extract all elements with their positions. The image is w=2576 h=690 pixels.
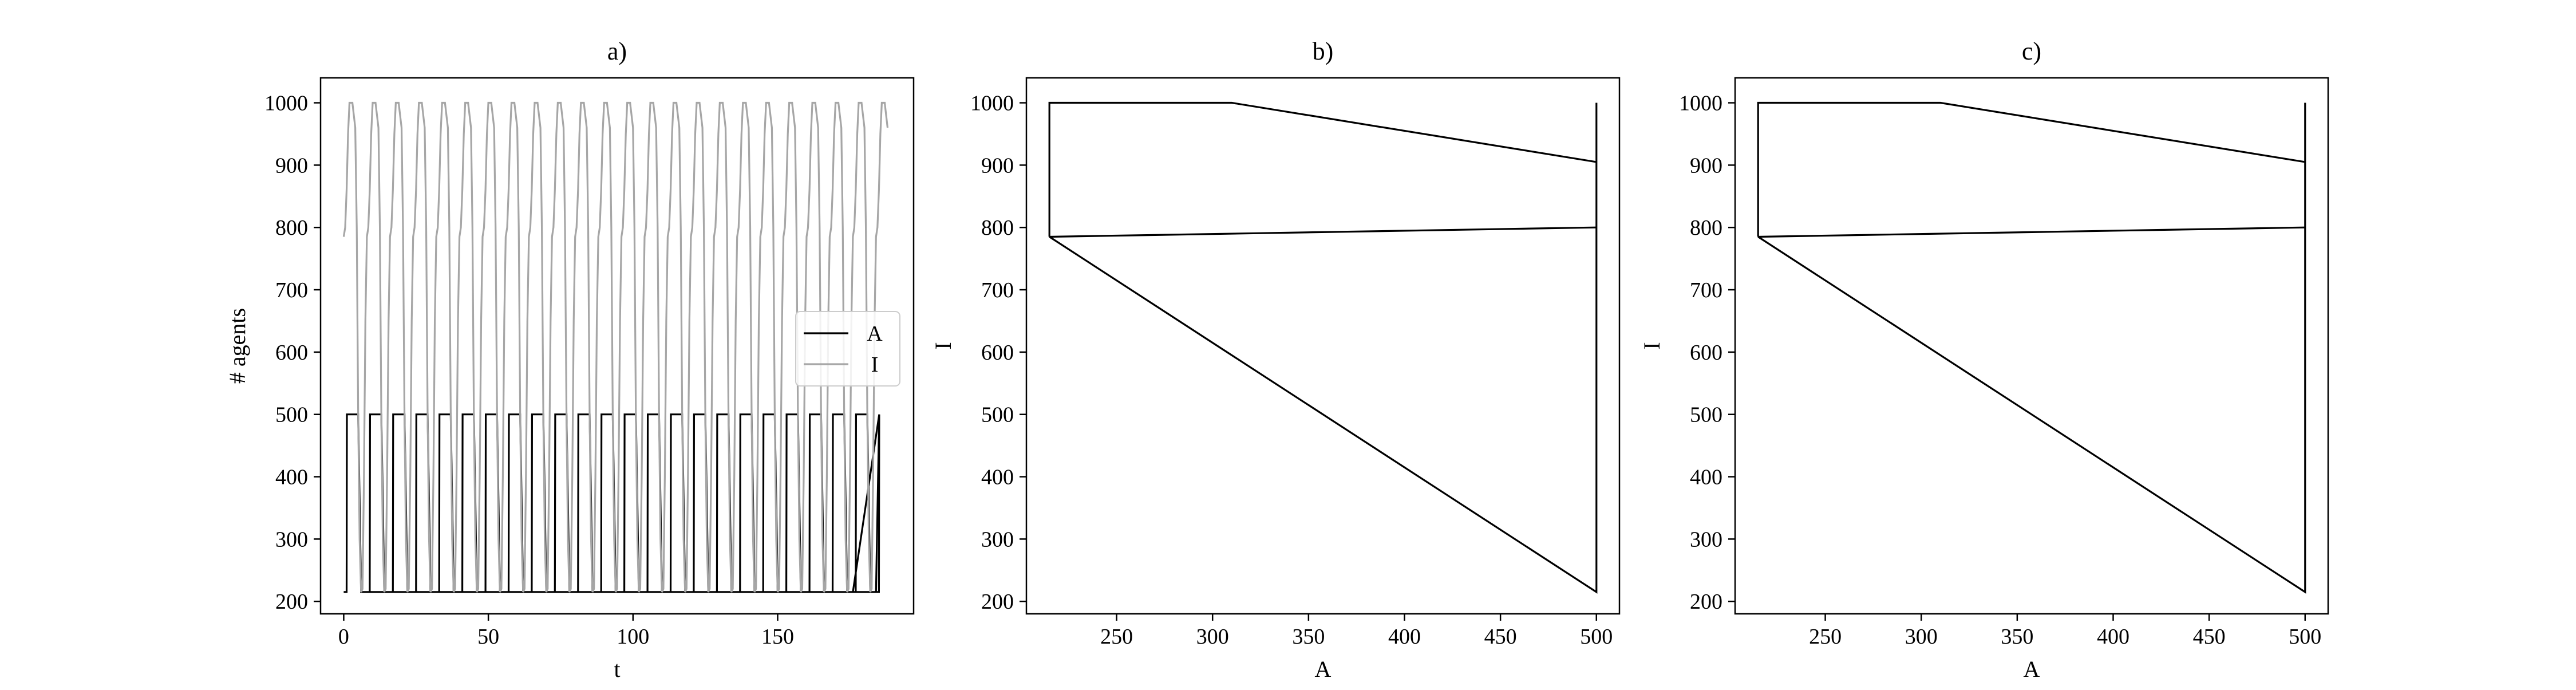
series-line-trajectory-0 [1757, 101, 2306, 594]
y-tick-label: 400 [1690, 466, 1722, 490]
y-axis-label: # agents [224, 308, 250, 384]
legend-label-A: A [867, 322, 883, 346]
x-tick-label: 300 [1905, 625, 1938, 649]
y-axis-label: I [930, 342, 956, 349]
legend-box [795, 311, 900, 387]
y-tick-label: 500 [1690, 403, 1722, 427]
y-tick-label: 1000 [264, 92, 308, 116]
y-axis-label: I [1639, 342, 1665, 349]
y-tick-label: 300 [275, 527, 308, 551]
series-group [342, 101, 889, 593]
x-tick-label: 250 [1100, 625, 1133, 649]
plot-frame [1025, 77, 1621, 615]
y-tick-label: 700 [981, 278, 1014, 302]
y-tick-label: 800 [981, 216, 1014, 240]
y-tick-label: 400 [275, 466, 308, 490]
chart-title: c) [2022, 37, 2041, 65]
y-tick-label: 900 [981, 153, 1014, 178]
x-tick-label: 350 [1292, 625, 1325, 649]
y-tick-label: 200 [1690, 590, 1722, 614]
series-group [1048, 101, 1598, 594]
y-tick-label: 1000 [1679, 92, 1722, 116]
panel-1: 0 50 100 150 200 300 400 500 600 700 800 900 1000 a) t… [224, 37, 915, 682]
series-line-trajectory-1 [1758, 226, 2305, 238]
y-tick-label: 400 [981, 466, 1014, 490]
legend-label-I: I [871, 353, 879, 377]
chart-title: b) [1313, 37, 1334, 65]
x-tick-label: 100 [617, 625, 649, 649]
y-tick-label: 1000 [970, 92, 1014, 116]
x-tick-label: 300 [1196, 625, 1229, 649]
y-tick-label: 600 [981, 341, 1014, 365]
panel-2: 250 300 350 400 450 500 200 300 400 500 600 700 800 9… [930, 37, 1621, 682]
x-axis-label: A [2024, 656, 2040, 682]
y-tick-label: 700 [275, 278, 308, 302]
x-tick-label: 400 [1388, 625, 1421, 649]
x-tick-label: 400 [2097, 625, 2129, 649]
panel-3: 250 300 350 400 450 500 200 300 400 500 600 700 800 9… [1639, 37, 2329, 682]
x-tick-label: 50 [477, 625, 499, 649]
y-tick-label: 900 [275, 153, 308, 178]
y-tick-label: 600 [275, 341, 308, 365]
series-line-trajectory-0 [1048, 101, 1598, 594]
y-tick-label: 900 [1690, 153, 1722, 178]
x-tick-label: 150 [761, 625, 794, 649]
y-tick-label: 300 [1690, 527, 1722, 551]
chart-title: a) [607, 37, 627, 65]
y-tick-label: 200 [981, 590, 1014, 614]
legend: AI [795, 311, 900, 387]
y-tick-label: 700 [1690, 278, 1722, 302]
x-tick-label: 350 [2001, 625, 2033, 649]
plot-frame [319, 77, 915, 615]
y-tick-label: 500 [981, 403, 1014, 427]
x-tick-label: 500 [2289, 625, 2321, 649]
series-line-trajectory-1 [1049, 226, 1597, 238]
plot-frame [1734, 77, 2329, 615]
x-axis-label: t [614, 656, 620, 682]
x-tick-label: 250 [1809, 625, 1842, 649]
x-axis-label: A [1315, 656, 1332, 682]
x-tick-label: 0 [338, 625, 349, 649]
y-tick-label: 600 [1690, 341, 1722, 365]
x-tick-label: 450 [1484, 625, 1517, 649]
y-tick-label: 800 [1690, 216, 1722, 240]
series-line-I [342, 101, 889, 593]
y-tick-label: 200 [275, 590, 308, 614]
x-tick-label: 500 [1580, 625, 1613, 649]
y-tick-label: 800 [275, 216, 308, 240]
series-group [1757, 101, 2306, 594]
x-tick-label: 450 [2193, 625, 2226, 649]
y-tick-label: 300 [981, 527, 1014, 551]
y-tick-label: 500 [275, 403, 308, 427]
